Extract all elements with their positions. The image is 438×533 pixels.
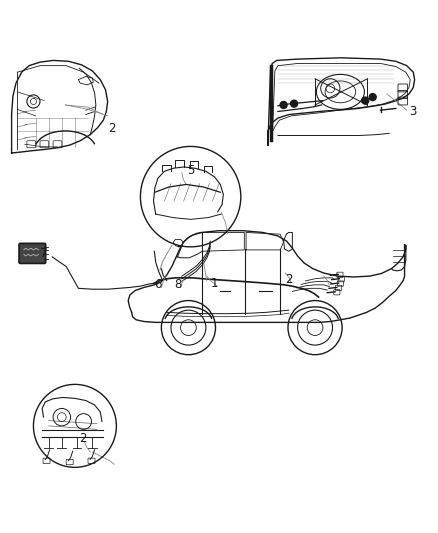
Circle shape [290,100,297,107]
Text: 3: 3 [410,105,417,118]
Text: 2: 2 [79,432,87,446]
Circle shape [280,101,287,108]
Text: 2: 2 [108,123,116,135]
Text: 2: 2 [285,273,293,286]
Text: 8: 8 [174,278,181,292]
Text: 6: 6 [154,278,162,292]
Text: 5: 5 [187,164,194,177]
Text: 1: 1 [211,277,219,289]
FancyBboxPatch shape [19,244,46,263]
Circle shape [369,94,376,101]
Circle shape [362,97,369,104]
Text: 7: 7 [40,247,47,260]
